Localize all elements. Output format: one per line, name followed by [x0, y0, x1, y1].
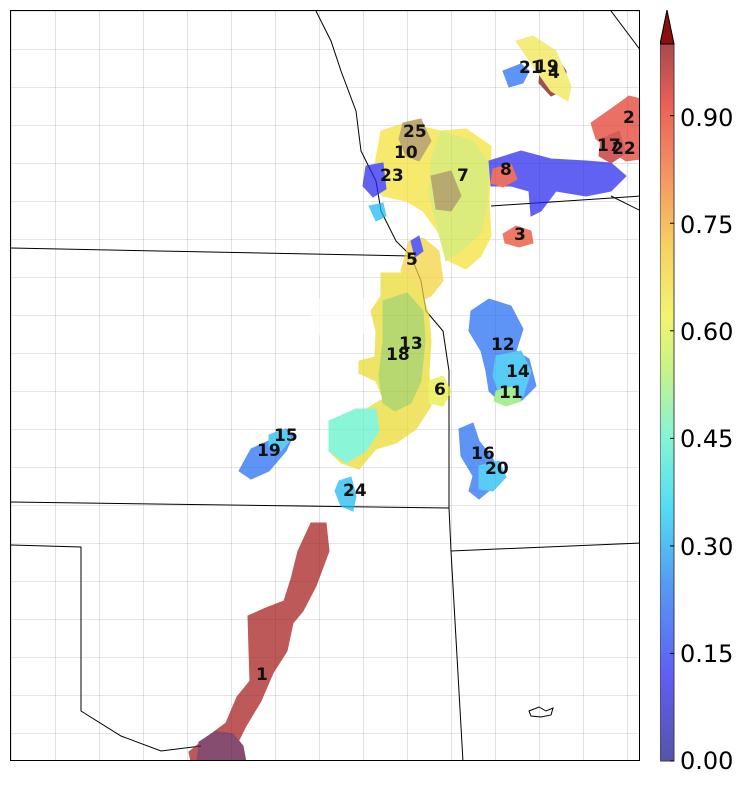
- region-label: 10: [394, 143, 418, 163]
- colorbar: 0.00 0.15 0.30 0.45 0.60 0.75 0.90: [659, 9, 750, 780]
- colorbar-tick-labels: 0.00 0.15 0.30 0.45 0.60 0.75 0.90: [680, 104, 733, 775]
- region-shape-7c: [430, 170, 462, 212]
- region-shape-3: [502, 225, 534, 248]
- region-label: 21: [519, 58, 543, 78]
- region-shape-13c: [311, 291, 371, 346]
- region-label: 8: [500, 160, 512, 180]
- colorbar-tick-label: 0.60: [680, 318, 733, 346]
- region-shape-1: [188, 522, 330, 760]
- region-label: 5: [406, 250, 418, 270]
- region-label: 19: [257, 441, 281, 461]
- region-shape-6: [428, 375, 452, 407]
- region-label: 16: [471, 444, 495, 464]
- map-canvas: 1 2 3 4 5 6 7 8 10 11 12 13 14 15 16 17 …: [11, 11, 639, 760]
- region-label: 22: [612, 139, 636, 159]
- region-label: 24: [343, 481, 367, 501]
- region-shape-25: [398, 118, 432, 162]
- region-shape-20: [478, 460, 507, 492]
- region-shape-8b: [490, 163, 518, 188]
- region-shape-24a: [328, 408, 380, 464]
- region-label: 4: [548, 63, 560, 83]
- colorbar-tick-label: 0.45: [680, 425, 733, 453]
- region-shape-15b: [268, 428, 292, 452]
- region-shape-24: [334, 476, 357, 512]
- region-label: 20: [485, 459, 509, 479]
- region-label: 17: [597, 136, 621, 156]
- colorbar-extend-arrow: [659, 9, 675, 45]
- region-shape-13b: [378, 292, 426, 412]
- region-label: 7: [457, 166, 469, 186]
- colorbar-tick-label: 0.30: [680, 533, 733, 561]
- region-shape-21: [502, 63, 530, 88]
- colorbar-tick-label: 0.75: [680, 211, 733, 239]
- colorbar-ticks: [670, 115, 674, 762]
- region-labels: 1 2 3 4 5 6 7 8 10 11 12 13 14 15 16 17 …: [256, 57, 636, 685]
- region-label: 12: [491, 335, 515, 355]
- region-label: 18: [386, 345, 410, 365]
- region-label: 6: [434, 380, 446, 400]
- region-label: 25: [403, 122, 427, 142]
- region-label: 19: [535, 57, 559, 77]
- region-shape-23b: [368, 202, 387, 222]
- region-shape-23: [362, 162, 387, 198]
- region-shape-14: [492, 350, 532, 400]
- region-shape-11: [493, 385, 522, 407]
- map-panel: 1 2 3 4 5 6 7 8 10 11 12 13 14 15 16 17 …: [10, 10, 640, 761]
- region-label: 23: [380, 166, 404, 186]
- region-label: 15: [274, 426, 298, 446]
- region-label: 1: [256, 665, 268, 685]
- region-shape-8: [488, 150, 627, 217]
- region-shape-5b: [410, 235, 424, 258]
- region-label: 13: [399, 334, 423, 354]
- region-shape-17: [598, 130, 627, 164]
- state-borders: [11, 11, 639, 760]
- colorbar-tick-label: 0.00: [680, 747, 733, 775]
- region-label: 14: [506, 362, 530, 382]
- colorbar-tick-label: 0.90: [680, 104, 733, 132]
- region-label: 3: [514, 225, 526, 245]
- colorbar-tick-label: 0.15: [680, 640, 733, 668]
- region-label: 2: [623, 108, 635, 128]
- region-label: 11: [499, 383, 523, 403]
- county-lines: [11, 11, 639, 760]
- regions-layer: [188, 35, 639, 760]
- region-shape-4b: [515, 35, 572, 102]
- lake-icon: [528, 706, 554, 718]
- region-shape-1b: [196, 730, 247, 760]
